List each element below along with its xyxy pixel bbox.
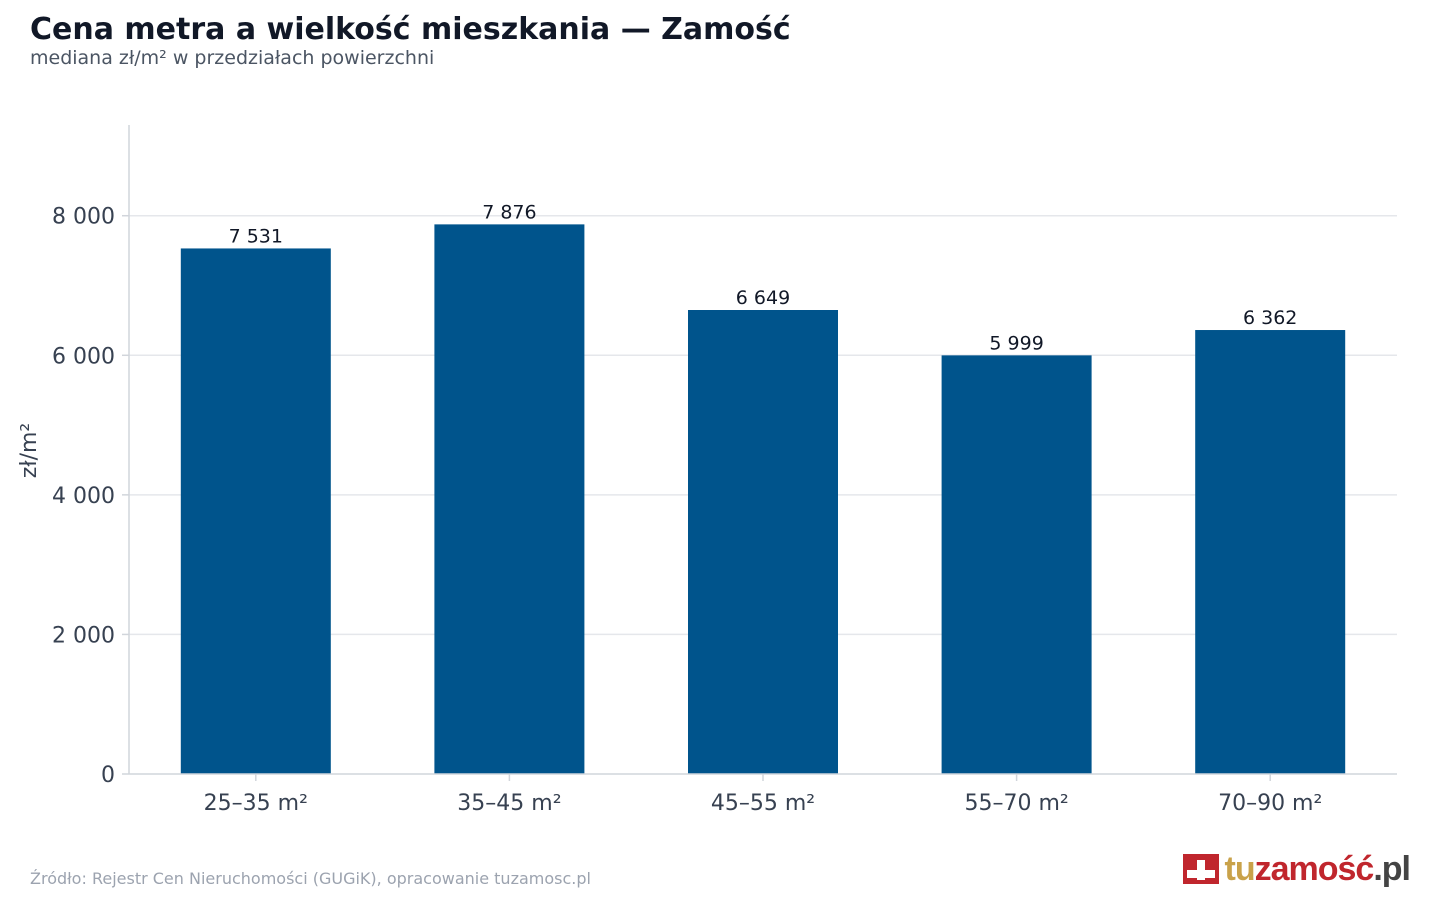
y-axis-label: zł/m² bbox=[17, 423, 42, 478]
bar-value-label: 6 362 bbox=[1243, 307, 1297, 329]
source-note: Źródło: Rejestr Cen Nieruchomości (GUGiK… bbox=[30, 869, 591, 888]
x-tick-label: 35–45 m² bbox=[457, 791, 561, 816]
bar-value-label: 7 876 bbox=[482, 201, 536, 223]
logo-part-pl: .pl bbox=[1373, 850, 1411, 888]
y-tick-label: 0 bbox=[101, 763, 115, 788]
bar-value-label: 5 999 bbox=[989, 332, 1043, 354]
chart-title: Cena metra a wielkość mieszkania — Zamoś… bbox=[30, 12, 791, 47]
logo-part-tu: tu bbox=[1224, 850, 1256, 888]
bar bbox=[180, 248, 331, 774]
bar bbox=[688, 309, 838, 774]
brand-logo: tuzamość.pl bbox=[1182, 852, 1411, 886]
x-tick-label: 70–90 m² bbox=[1218, 791, 1322, 816]
logo-wordmark: tuzamość.pl bbox=[1225, 852, 1411, 886]
bar-value-label: 7 531 bbox=[229, 225, 283, 247]
bar bbox=[941, 355, 1092, 774]
y-tick-label: 6 000 bbox=[52, 344, 115, 369]
bar bbox=[434, 224, 585, 774]
bar-value-label: 6 649 bbox=[736, 287, 790, 309]
logo-part-zamosc: zamość bbox=[1254, 850, 1375, 888]
x-tick-label: 55–70 m² bbox=[964, 791, 1068, 816]
town-hall-icon bbox=[1182, 854, 1219, 884]
y-tick-label: 4 000 bbox=[52, 484, 115, 509]
y-tick-label: 8 000 bbox=[52, 205, 115, 230]
bar bbox=[1195, 330, 1346, 774]
chart-subtitle: mediana zł/m² w przedziałach powierzchni bbox=[30, 47, 435, 69]
x-tick-label: 25–35 m² bbox=[204, 791, 308, 816]
y-tick-label: 2 000 bbox=[52, 623, 115, 648]
x-tick-label: 45–55 m² bbox=[711, 791, 815, 816]
